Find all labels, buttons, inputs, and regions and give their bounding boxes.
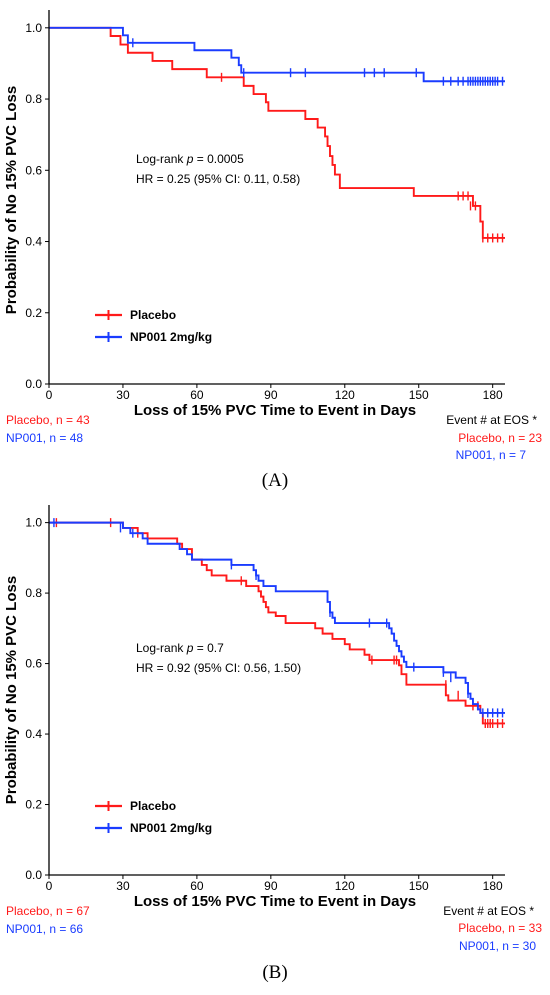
n-np001: NP001, n = 66 [6,922,83,936]
y-tick-label: 1.0 [25,21,42,35]
legend-placebo-label: Placebo [130,308,176,322]
x-tick-label: 150 [409,388,429,402]
y-tick-label: 0.6 [25,163,42,177]
y-tick-label: 0.0 [25,377,42,391]
panel-b: 0 30 60 90 120 150 180 0.0 0.2 0.4 0.6 0.8 1.0 Proba… [3,505,542,983]
x-tick-label: 60 [190,879,204,893]
logrank-annotation: Log-rank p = 0.0005 [136,152,244,166]
eos-np001: NP001, n = 30 [459,939,536,953]
panel-label: (B) [262,962,287,983]
x-tick-label: 120 [335,388,355,402]
np001-survival-curve [49,521,505,714]
y-axis-label: Probability of No 15% PVC Loss [3,86,20,314]
legend: Placebo NP001 2mg/kg [95,308,212,344]
n-placebo: Placebo, n = 43 [6,413,90,427]
placebo-survival-curve [49,26,505,239]
y-axis-label: Probability of No 15% PVC Loss [3,576,20,804]
eos-header: Event # at EOS * [446,413,537,427]
legend: Placebo NP001 2mg/kg [95,799,212,835]
hr-annotation: HR = 0.92 (95% CI: 0.56, 1.50) [136,661,301,675]
y-tick-label: 0.4 [25,727,42,741]
y-tick-label: 0.2 [25,798,42,812]
x-tick-label: 0 [46,879,53,893]
x-tick-label: 120 [335,879,355,893]
x-tick-label: 60 [190,388,204,402]
legend-placebo-label: Placebo [130,799,176,813]
y-tick-label: 0.0 [25,868,42,882]
y-tick-label: 0.2 [25,306,42,320]
np001-survival-curve [49,26,505,83]
hr-annotation: HR = 0.25 (95% CI: 0.11, 0.58) [136,172,300,186]
placebo-survival-curve [49,521,505,725]
n-placebo: Placebo, n = 67 [6,904,90,918]
y-tick-label: 0.8 [25,92,42,106]
x-tick-label: 150 [409,879,429,893]
legend-np001-label: NP001 2mg/kg [130,821,212,835]
x-tick-label: 90 [264,388,278,402]
panel-label: (A) [262,470,288,491]
eos-placebo: Placebo, n = 23 [458,431,542,445]
y-tick-label: 1.0 [25,516,42,530]
x-tick-label: 90 [264,879,278,893]
eos-placebo: Placebo, n = 33 [458,921,542,935]
eos-header: Event # at EOS * [443,904,534,918]
y-tick-label: 0.8 [25,586,42,600]
x-tick-label: 180 [483,879,503,893]
x-tick-label: 180 [483,388,503,402]
x-tick-label: 0 [46,388,53,402]
logrank-annotation: Log-rank p = 0.7 [136,641,224,655]
panel-a: 0 30 60 90 120 150 180 0.0 0.2 0.4 0.6 0.8 1.0 Proba… [3,10,542,491]
x-tick-label: 30 [116,388,130,402]
y-tick-label: 0.4 [25,235,42,249]
y-tick-label: 0.6 [25,657,42,671]
x-axis-label: Loss of 15% PVC Time to Event in Days [134,893,416,910]
x-tick-label: 30 [116,879,130,893]
legend-np001-label: NP001 2mg/kg [130,330,212,344]
eos-np001: NP001, n = 7 [456,448,527,462]
n-np001: NP001, n = 48 [6,431,83,445]
x-axis-label: Loss of 15% PVC Time to Event in Days [134,402,416,419]
